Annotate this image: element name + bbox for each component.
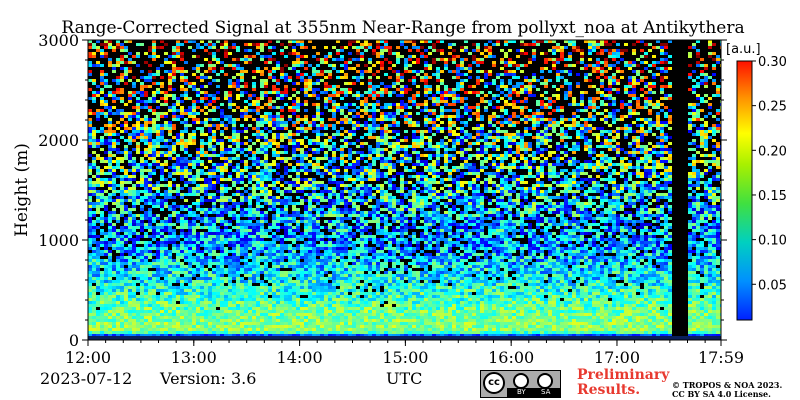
plot-area bbox=[88, 40, 721, 340]
colorbar-tick-label: 0.10 bbox=[758, 234, 787, 249]
x-tick-label: 16:00 bbox=[488, 348, 534, 367]
colorbar-tick-label: 0.05 bbox=[758, 278, 787, 293]
y-tick-label: 0 bbox=[69, 331, 79, 350]
y-tick-label: 3000 bbox=[38, 31, 79, 50]
y-tick-label: 2000 bbox=[38, 131, 79, 150]
x-tick-label: 15:00 bbox=[382, 348, 428, 367]
colorbar bbox=[736, 60, 753, 321]
cc-icon: cc bbox=[483, 372, 505, 394]
cc-license-badge: cc BY SA bbox=[480, 370, 561, 398]
x-tick-label: 12:00 bbox=[65, 348, 111, 367]
signal-cells bbox=[88, 40, 721, 340]
y-axis-label: Height (m) bbox=[12, 143, 32, 237]
x-tick-label: 17:59 bbox=[698, 348, 744, 367]
share-alike-icon bbox=[537, 373, 553, 389]
colorbar-unit: [a.u.] bbox=[726, 42, 761, 57]
plot-frame bbox=[87, 39, 722, 341]
x-tick-label: 14:00 bbox=[277, 348, 323, 367]
by-label: BY bbox=[517, 388, 526, 396]
ground-band bbox=[88, 336, 721, 340]
y-axis: 0 1000 2000 3000 bbox=[38, 31, 727, 350]
measurement-date: 2023-07-12 bbox=[40, 369, 133, 388]
version-label: Version: 3.6 bbox=[160, 369, 257, 388]
colorbar-tick-label: 0.15 bbox=[758, 189, 787, 204]
colorbar-tick-label: 0.20 bbox=[758, 144, 787, 159]
chart-title: Range-Corrected Signal at 355nm Near-Ran… bbox=[61, 18, 744, 38]
x-tick-label: 17:00 bbox=[594, 348, 640, 367]
colorbar-ticks: 0.05 0.10 0.15 0.20 0.25 0.30 bbox=[752, 55, 787, 293]
sa-label: SA bbox=[541, 388, 551, 396]
y-tick-label: 1000 bbox=[38, 231, 79, 250]
copyright-note: © TROPOS & NOA 2023. CC BY SA 4.0 Licens… bbox=[672, 380, 783, 399]
time-axis-label: UTC bbox=[386, 369, 423, 388]
preliminary-results-note: Preliminary Results. bbox=[577, 367, 670, 398]
x-tick-label: 13:00 bbox=[171, 348, 217, 367]
colorbar-tick-label: 0.25 bbox=[758, 100, 787, 115]
person-icon bbox=[513, 373, 529, 389]
x-axis: 12:00 13:00 14:00 15:00 16:00 17:00 17:59 bbox=[65, 340, 744, 367]
colorbar-tick-label: 0.30 bbox=[758, 55, 787, 70]
